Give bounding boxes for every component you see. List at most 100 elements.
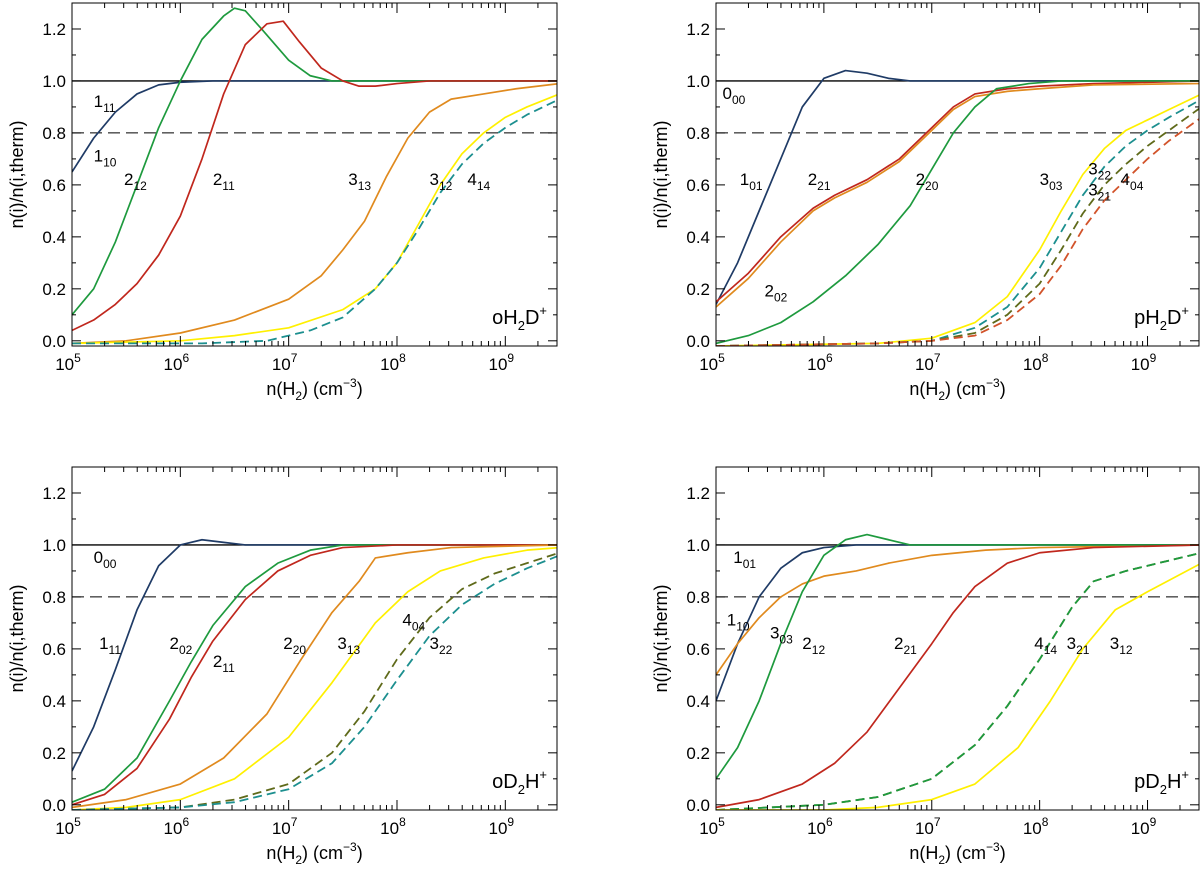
x-tick-label: 109 [489,351,515,374]
curve-label-3-21: 321 [1088,180,1111,203]
series-line-2-11 [72,544,557,806]
curve-label-2-21: 221 [894,634,917,657]
series-group [72,7,557,345]
series-line-1-01 [716,544,1199,702]
y-tick-label: 0.0 [42,796,66,815]
series-line-4-04 [716,118,1199,346]
series-line-3-03 [716,544,1199,676]
curve-label-2-21: 221 [808,170,831,193]
y-tick-label: 0.6 [686,640,710,659]
curve-label-3-22: 322 [1088,160,1111,183]
series-line-3-12 [716,563,1199,810]
curve-label-3-22: 322 [429,634,452,657]
curve-label-2-12: 212 [802,634,825,657]
curve-label-1-01: 101 [740,170,763,193]
panel-4: 0.0 0.2 0.4 0.6 0.8 1.0 1.2 105 106 107 108 109 n(H2… [651,466,1200,867]
series-line-2-11 [72,20,557,332]
y-tick-label: 0.4 [686,228,710,247]
plot-frame [71,466,558,811]
curve-label-1-01: 101 [733,548,756,571]
series-line-2-12 [72,7,557,316]
y-axis-label: n(i)/n(i,therm) [7,120,27,228]
series-line-3-13 [72,546,557,810]
x-axis-label: n(H2) (cm−3) [266,376,362,403]
x-tick-label: 107 [272,351,298,374]
x-tick-label: 106 [807,351,833,374]
y-tick-label: 0.0 [686,796,710,815]
curve-label-1-10: 110 [94,147,117,170]
series-line-4-04 [72,552,557,810]
series-line-3-03 [716,94,1199,346]
curve-label-4-04: 404 [402,611,425,634]
y-tick-label: 0.6 [42,640,66,659]
y-tick-label: 0.2 [42,744,66,763]
series-line-3-21 [716,107,1199,346]
panel-title: oH2D+ [492,303,547,333]
curve-label-2-20: 220 [283,634,306,657]
curve-label-0-00: 000 [94,548,117,571]
curve-label-4-04: 404 [1121,170,1144,193]
y-tick-label: 1.0 [686,536,710,555]
curve-label-2-02: 202 [169,634,192,657]
curve-label-3-03: 303 [1040,170,1063,193]
curve-label-2-02: 202 [765,282,788,305]
y-tick-label: 0.4 [686,692,710,711]
y-tick-label: 0.4 [42,228,66,247]
y-tick-label: 0.6 [686,176,710,195]
y-tick-label: 1.2 [686,20,710,39]
plot-frame [71,2,558,347]
series-line-3-22 [72,555,557,810]
y-tick-label: 1.2 [686,484,710,503]
curve-label-3-21: 321 [1067,634,1090,657]
y-tick-label: 0.0 [686,332,710,351]
curve-label-1-11: 111 [94,92,116,115]
x-tick-label: 109 [489,815,515,838]
y-tick-label: 1.0 [42,536,66,555]
curve-label-2-11: 211 [213,652,235,675]
series-line-3-21 [716,552,1199,810]
y-tick-label: 1.2 [42,20,66,39]
plot-frame [715,466,1200,811]
series-line-2-20 [72,544,557,809]
curve-label-3-03: 303 [770,624,793,647]
series-line-2-20 [716,80,1199,345]
panel-title: pD2H+ [1134,767,1189,797]
series-line-2-21 [716,544,1199,809]
x-tick-label: 105 [699,351,725,374]
y-tick-label: 0.4 [42,692,66,711]
x-tick-label: 108 [380,351,406,374]
x-tick-label: 106 [807,815,833,838]
curve-label-2-12: 212 [124,170,147,193]
series-line-1-11 [72,80,557,173]
y-tick-label: 0.2 [686,280,710,299]
curve-label-1-10: 110 [727,611,750,634]
y-tick-label: 0.6 [42,176,66,195]
curve-label-1-11: 111 [99,634,121,657]
y-tick-label: 1.0 [42,72,66,91]
x-tick-label: 108 [1023,351,1049,374]
x-tick-label: 105 [55,815,81,838]
series-line-3-12 [72,94,557,345]
curve-label-3-13: 313 [337,634,360,657]
panel-title: oD2H+ [492,767,547,797]
series-line-4-14 [72,99,557,345]
plot-frame [715,2,1200,347]
curve-label-3-13: 313 [348,170,371,193]
series-group [716,69,1199,346]
y-tick-label: 0.8 [42,124,66,143]
y-tick-label: 1.0 [686,72,710,91]
y-tick-label: 0.8 [42,588,66,607]
series-line-2-02 [72,544,557,803]
y-axis-label: n(i)/n(i,therm) [651,120,671,228]
x-tick-label: 106 [164,351,190,374]
series-group [72,538,557,810]
series-line-3-13 [72,82,557,345]
series-line-2-12 [716,533,1199,780]
series-line-2-21 [716,80,1199,303]
x-tick-label: 108 [1023,815,1049,838]
x-tick-label: 109 [1131,815,1157,838]
y-tick-label: 0.8 [686,588,710,607]
y-tick-label: 1.2 [42,484,66,503]
x-tick-label: 105 [699,815,725,838]
x-tick-label: 105 [55,351,81,374]
